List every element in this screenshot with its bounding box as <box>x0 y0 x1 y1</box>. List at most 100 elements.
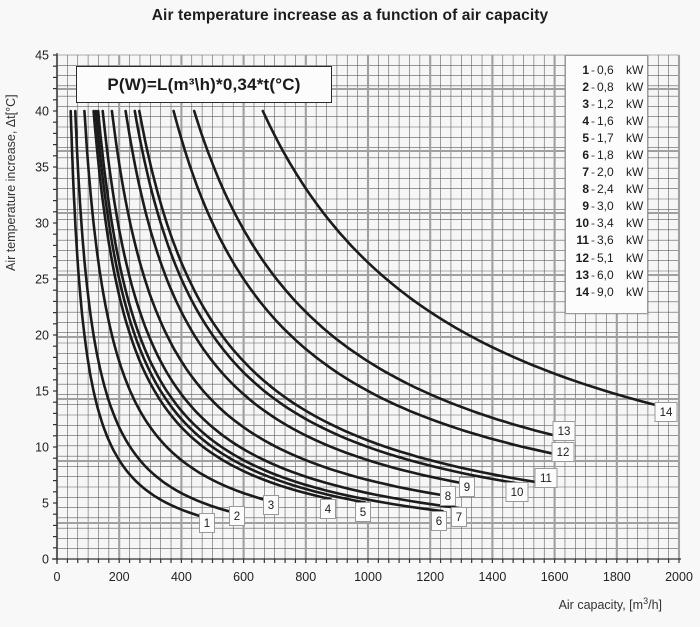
legend-item-separator: - <box>591 267 595 282</box>
x-tick-label: 1200 <box>416 570 444 584</box>
x-tick-label: 1600 <box>541 570 569 584</box>
curve-label-number: 7 <box>456 512 462 524</box>
legend-item-value: 3,0 <box>597 199 614 214</box>
curve-series-12 <box>172 109 569 458</box>
legend-item-separator: - <box>591 250 595 265</box>
legend-item: 7-2,0 kW <box>566 164 647 181</box>
legend: 1-0,6 kW 2-0,8 kW 3-1,2 kW 4-1,6 kW 5-1,7 kW 6-1,8… <box>565 55 648 314</box>
legend-item-number: 8 <box>582 182 589 197</box>
legend-item-separator: - <box>591 182 595 197</box>
legend-item-unit: kW <box>626 130 644 145</box>
legend-item-separator: - <box>591 148 595 163</box>
curve-label-box <box>199 513 215 533</box>
x-tick-label: 800 <box>295 570 316 584</box>
legend-item-number: 2 <box>582 79 589 94</box>
y-tick-label: 5 <box>42 497 49 511</box>
curve-label-number: 11 <box>540 473 552 485</box>
legend-item-number: 3 <box>582 96 589 111</box>
legend-item: 14-9,0 kW <box>566 283 647 300</box>
y-tick-label: 40 <box>35 105 49 119</box>
tick-labels: 0 200 400 600 800 1000 1200 1400 1600 1800 2000051… <box>35 49 693 585</box>
curve-label-box <box>552 421 576 441</box>
curve-label-number: 8 <box>445 491 451 503</box>
legend-item: 6-1,8 kW <box>566 146 647 163</box>
legend-item: 8-2,4 kW <box>566 181 647 198</box>
curve-label-number: 4 <box>325 504 332 516</box>
x-tick-label: 1400 <box>478 570 506 584</box>
legend-item-separator: - <box>591 79 595 94</box>
legend-item-unit: kW <box>626 199 644 214</box>
curve-label-number: 5 <box>360 507 366 519</box>
legend-item-separator: - <box>591 113 595 128</box>
x-tick-label: 200 <box>109 570 130 584</box>
legend-item-separator: - <box>591 199 595 214</box>
curve-label-number: 13 <box>558 426 571 438</box>
curve-label-box <box>451 507 467 527</box>
curve-series-11 <box>138 109 552 486</box>
legend-item-value: 0,8 <box>597 79 614 94</box>
curve-series-14 <box>261 109 678 412</box>
legend-item-unit: kW <box>626 284 644 299</box>
curve-series-2 <box>74 109 241 516</box>
legend-item-value: 9,0 <box>597 284 614 299</box>
legend-item-unit: kW <box>626 250 644 265</box>
legend-item-unit: kW <box>626 233 644 248</box>
legend-item-unit: kW <box>626 165 644 180</box>
curve-label-box <box>534 468 558 488</box>
legend-item: 4-1,6 kW <box>566 112 647 129</box>
legend-item-value: 3,6 <box>597 233 614 248</box>
legend-item-value: 1,7 <box>597 130 614 145</box>
chart-title: Air temperature increase as a function o… <box>151 7 549 24</box>
legend-item-number: 10 <box>575 216 589 231</box>
curve-label-number: 6 <box>436 516 442 528</box>
legend-item-number: 4 <box>582 113 589 128</box>
legend-item: 3-1,2 kW <box>566 95 647 112</box>
legend-item: 1-0,6 kW <box>566 61 647 78</box>
legend-item-unit: kW <box>626 267 644 282</box>
legend-item-number: 13 <box>575 267 589 282</box>
curve-series-8 <box>110 109 452 498</box>
curve-label-box <box>355 502 371 522</box>
legend-item-separator: - <box>591 96 595 111</box>
legend-item-number: 1 <box>582 62 589 77</box>
curve-label-box <box>654 402 678 422</box>
legend-item-unit: kW <box>626 113 644 128</box>
legend-item-unit: kW <box>626 216 644 231</box>
legend-item: 13-6,0 kW <box>566 266 647 283</box>
legend-item: 11-3,6 kW <box>566 232 647 249</box>
legend-item-unit: kW <box>626 79 644 94</box>
legend-item-number: 7 <box>582 165 589 180</box>
curve-label-number: 10 <box>511 487 524 499</box>
legend-item-value: 3,4 <box>597 216 614 231</box>
curve-series-3 <box>83 109 275 504</box>
curves <box>69 109 678 520</box>
legend-item-value: 5,1 <box>597 250 614 265</box>
x-tick-label: 1000 <box>354 570 382 584</box>
legend-item: 9-3,0 kW <box>566 198 647 215</box>
axes <box>52 53 681 564</box>
curve-label-number: 3 <box>268 500 274 512</box>
y-tick-label: 10 <box>35 441 49 455</box>
curve-label-box <box>440 486 456 506</box>
curve-series-5 <box>94 109 367 504</box>
curve-series-13 <box>192 109 570 441</box>
legend-item-value: 1,6 <box>597 113 614 128</box>
curve-label-number: 9 <box>464 482 470 494</box>
legend-item-number: 9 <box>582 199 589 214</box>
curve-series-7 <box>101 109 465 510</box>
y-tick-label: 25 <box>35 273 49 287</box>
legend-item-number: 14 <box>575 284 589 299</box>
legend-item-value: 2,4 <box>597 182 614 197</box>
legend-item-unit: kW <box>626 182 644 197</box>
x-tick-label: 1800 <box>603 570 631 584</box>
legend-item: 2-0,8 kW <box>566 78 647 95</box>
curve-label-box <box>505 482 529 502</box>
y-tick-label: 20 <box>35 329 49 343</box>
legend-item-unit: kW <box>626 62 644 77</box>
curve-label-number: 14 <box>660 407 673 419</box>
curve-label-box <box>263 495 279 515</box>
legend-item-separator: - <box>591 233 595 248</box>
y-tick-label: 15 <box>35 385 49 399</box>
formula-box: P(W)=L(m³\h)*0,34*t(°C) <box>76 66 332 103</box>
